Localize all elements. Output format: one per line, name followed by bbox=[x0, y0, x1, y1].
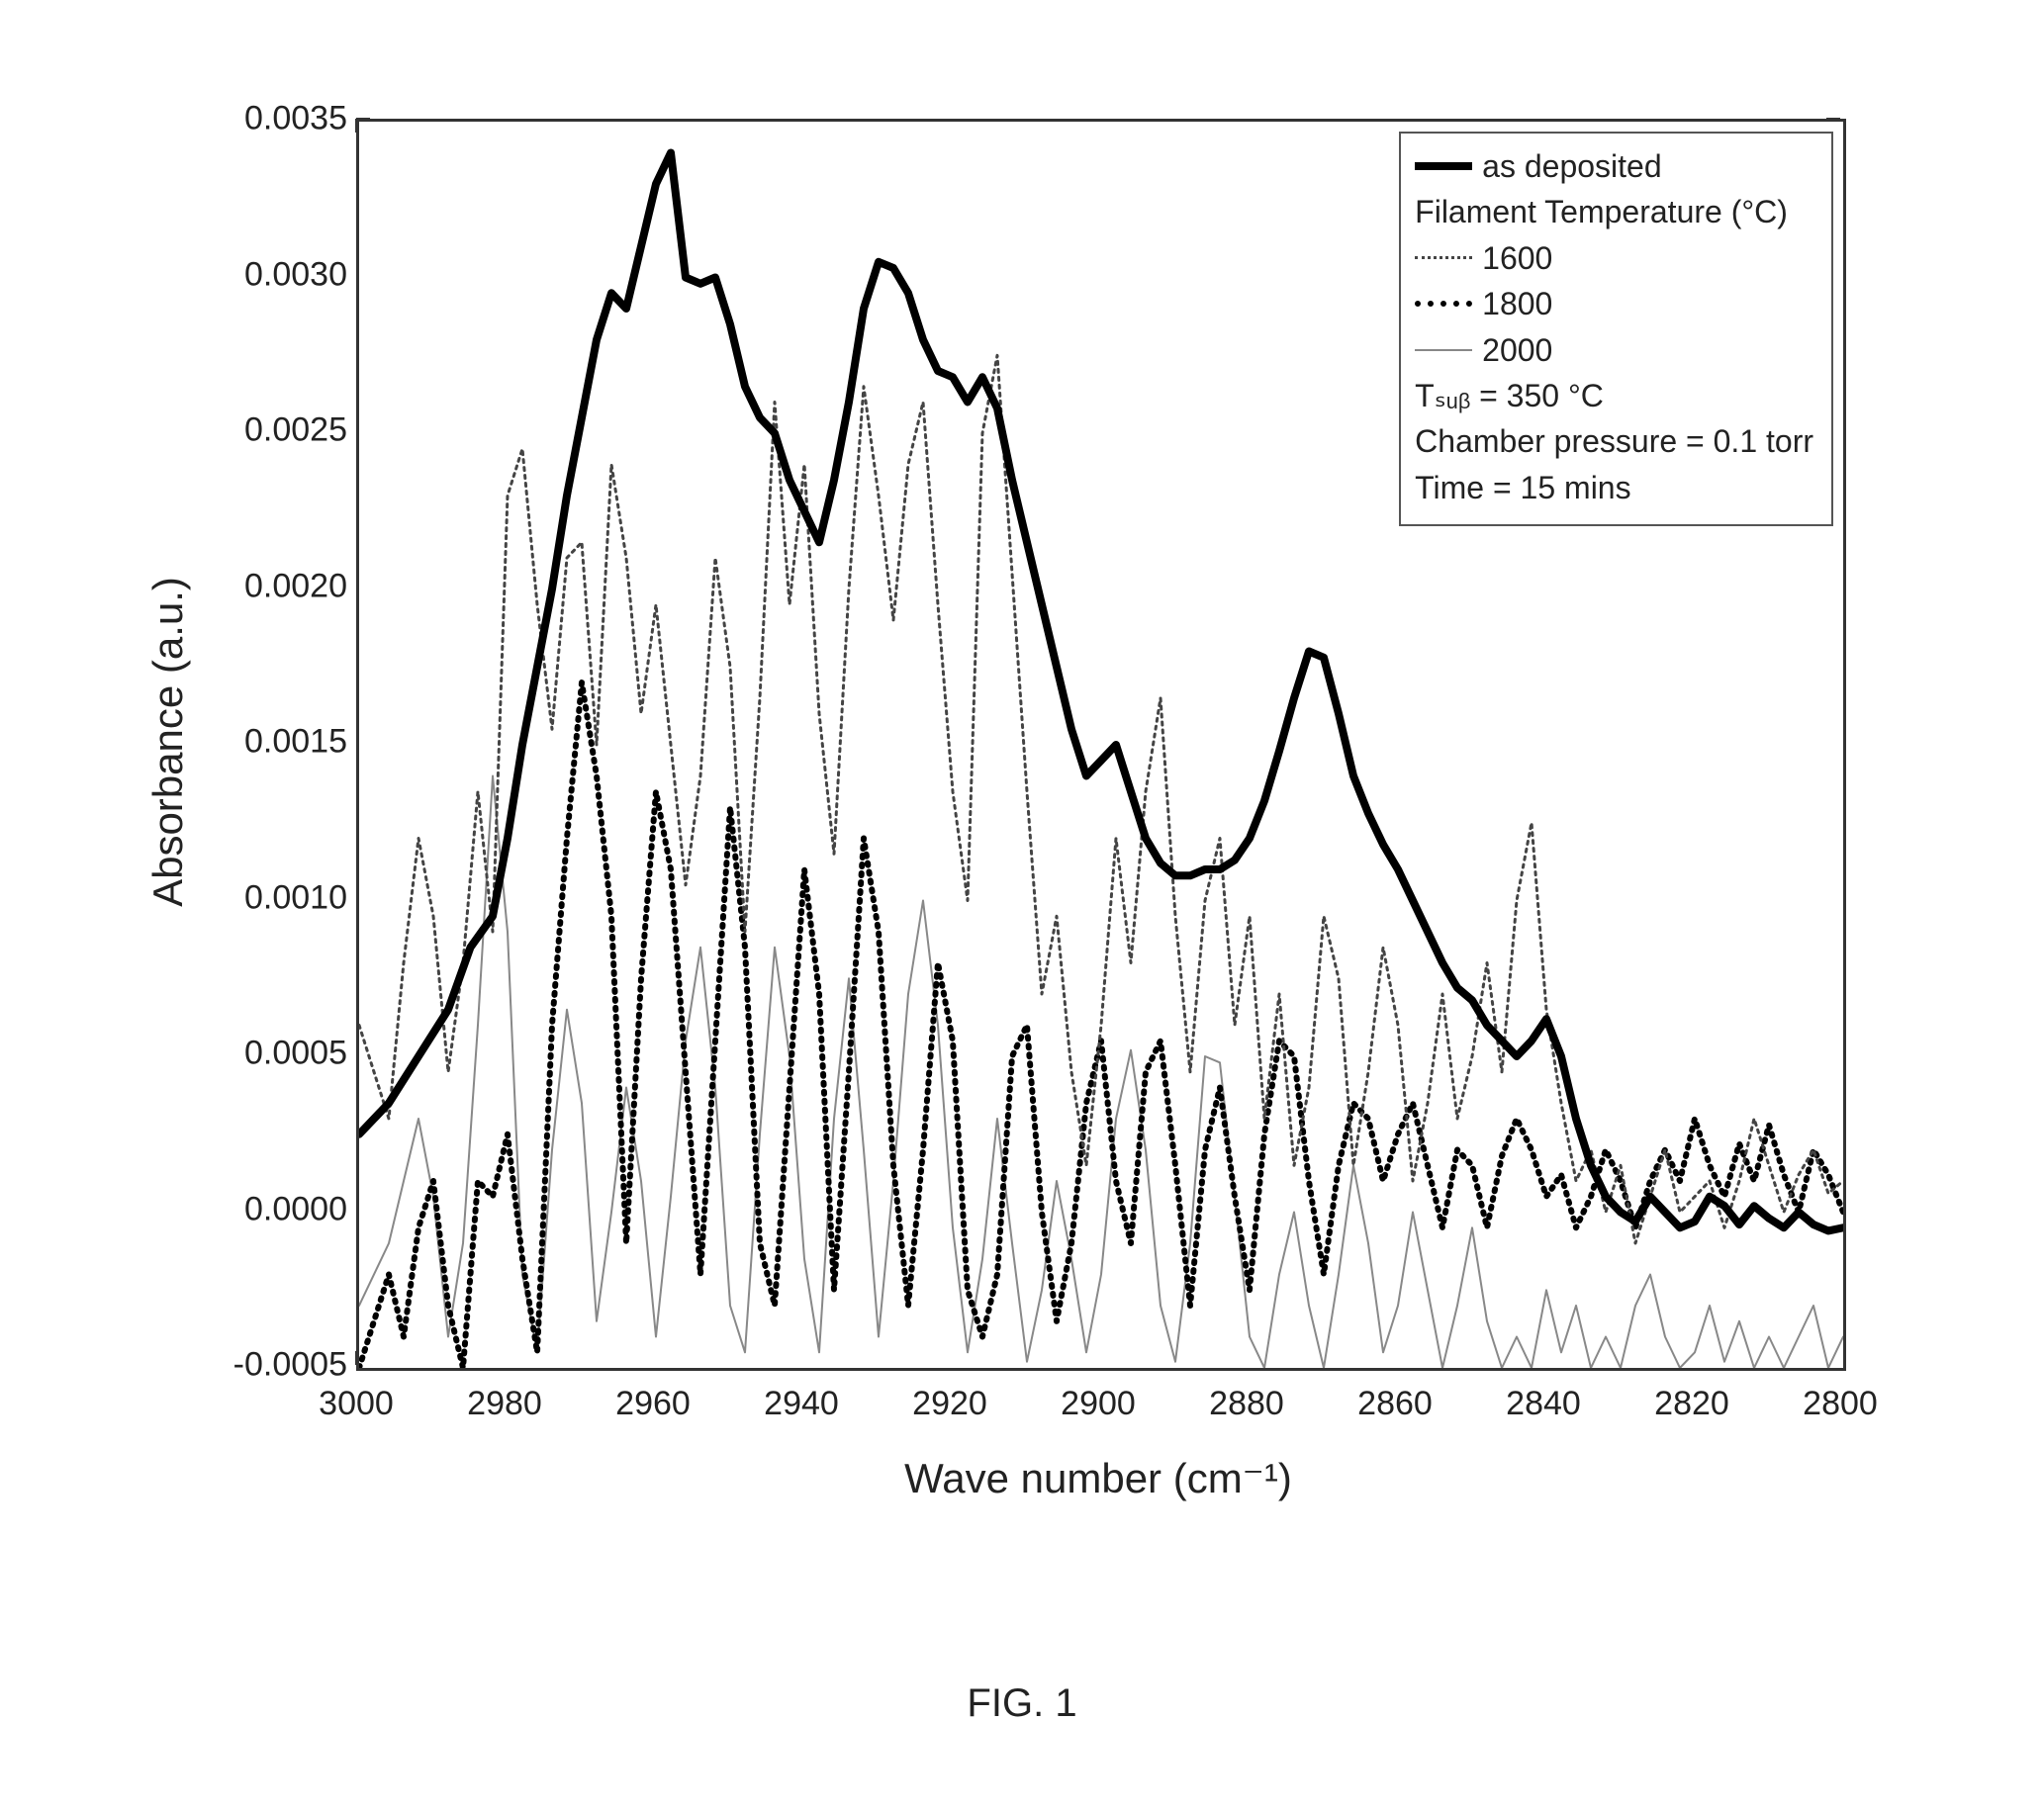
x-tick-label: 2880 bbox=[1209, 1385, 1284, 1423]
y-tick-label: 0.0005 bbox=[244, 1035, 347, 1073]
legend-label: 2000 bbox=[1482, 327, 1552, 373]
chart-container: Absorbance (a.u.) Wave number (cm⁻¹) -0.… bbox=[168, 79, 1876, 1563]
legend-swatch-2000 bbox=[1415, 349, 1472, 351]
x-tick-label: 2800 bbox=[1803, 1385, 1878, 1423]
legend-label: as deposited bbox=[1482, 143, 1661, 189]
figure-caption: FIG. 1 bbox=[967, 1681, 1076, 1726]
y-tick-label: -0.0005 bbox=[233, 1346, 347, 1385]
y-axis-label: Absorbance (a.u.) bbox=[144, 577, 192, 907]
y-tick-label: 0.0025 bbox=[244, 411, 347, 450]
legend-item-1600: 1600 bbox=[1415, 235, 1813, 281]
legend-extra: Tₛᵤᵦ = 350 °C bbox=[1415, 373, 1813, 418]
x-tick-label: 2860 bbox=[1357, 1385, 1433, 1423]
legend-extra: Chamber pressure = 0.1 torr bbox=[1415, 418, 1813, 464]
chart-frame: as deposited Filament Temperature (°C) 1… bbox=[356, 119, 1846, 1371]
legend-swatch-1600 bbox=[1415, 256, 1472, 259]
legend-extra: Time = 15 mins bbox=[1415, 465, 1813, 510]
x-tick-label: 2940 bbox=[764, 1385, 839, 1423]
y-tick-label: 0.0015 bbox=[244, 723, 347, 762]
legend-swatch-1800 bbox=[1415, 301, 1472, 307]
x-tick-label: 2960 bbox=[615, 1385, 691, 1423]
legend-item-as-deposited: as deposited bbox=[1415, 143, 1813, 189]
x-axis-label: Wave number (cm⁻¹) bbox=[904, 1454, 1292, 1502]
x-tick-label: 2820 bbox=[1654, 1385, 1729, 1423]
y-tick-label: 0.0020 bbox=[244, 567, 347, 605]
y-tick-label: 0.0035 bbox=[244, 100, 347, 138]
x-tick-label: 3000 bbox=[319, 1385, 394, 1423]
legend-label: 1800 bbox=[1482, 281, 1552, 326]
y-tick-label: 0.0000 bbox=[244, 1190, 347, 1228]
x-tick-label: 2980 bbox=[467, 1385, 542, 1423]
legend-item-2000: 2000 bbox=[1415, 327, 1813, 373]
legend-item-1800: 1800 bbox=[1415, 281, 1813, 326]
legend-label: 1600 bbox=[1482, 235, 1552, 281]
page: { "figure": { "caption": "FIG. 1", "type… bbox=[0, 0, 2044, 1812]
y-tick-label: 0.0010 bbox=[244, 878, 347, 917]
x-tick-label: 2920 bbox=[912, 1385, 987, 1423]
series-2000 bbox=[359, 776, 1843, 1369]
legend: as deposited Filament Temperature (°C) 1… bbox=[1399, 132, 1833, 526]
x-tick-label: 2900 bbox=[1061, 1385, 1136, 1423]
legend-subtitle: Filament Temperature (°C) bbox=[1415, 189, 1813, 234]
x-tick-label: 2840 bbox=[1506, 1385, 1581, 1423]
y-tick-label: 0.0030 bbox=[244, 255, 347, 294]
legend-swatch-solid bbox=[1415, 162, 1472, 170]
